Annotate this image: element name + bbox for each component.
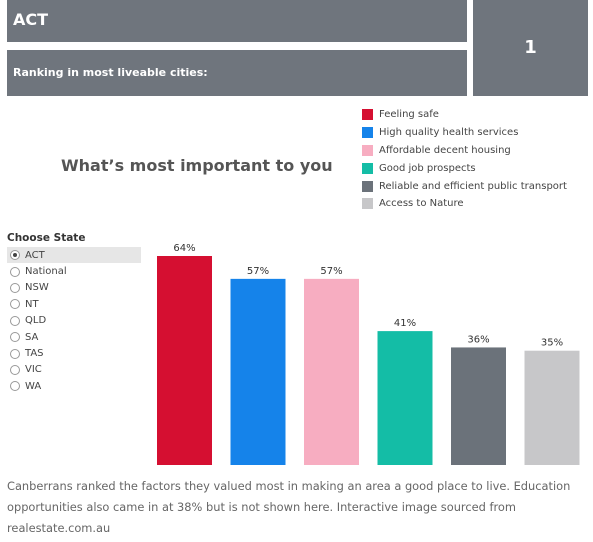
state-option-label: National (25, 266, 67, 278)
legend-swatch (362, 127, 373, 139)
bar-chart: 64% 57% 57% 41% 36% 35% (157, 243, 580, 465)
radio-button-icon[interactable] (10, 282, 20, 293)
legend-label: Feeling safe (379, 109, 439, 121)
legend-item: Feeling safe (362, 106, 567, 124)
state-option-label: NT (25, 298, 39, 310)
legend-swatch (362, 144, 373, 156)
legend-label: Reliable and efficient public transport (379, 180, 567, 192)
bar-value-label: 64% (173, 243, 195, 254)
legend-swatch (362, 162, 373, 174)
state-filter: Choose State ACT National NSW NT QLD SA TAS VIC… (7, 232, 141, 395)
bar-value-label: 35% (541, 338, 563, 349)
chart-legend: Feeling safe High quality health services… (362, 106, 567, 213)
state-panel: ACT (7, 0, 467, 42)
chart-title: What’s most important to you (61, 156, 333, 175)
ranking-value-panel: 1 (473, 0, 588, 96)
ranking-label: Ranking in most liveable cities: (13, 66, 208, 79)
state-option-vic[interactable]: VIC (7, 362, 141, 378)
state-option-qld[interactable]: QLD (7, 313, 141, 329)
state-filter-title: Choose State (7, 232, 86, 244)
state-option-act[interactable]: ACT (7, 247, 141, 264)
ranking-label-panel: Ranking in most liveable cities: (7, 50, 467, 96)
legend-item: Affordable decent housing (362, 142, 567, 160)
state-options: ACT National NSW NT QLD SA TAS VIC WA (7, 247, 141, 395)
state-option-label: QLD (25, 315, 47, 327)
radio-button-icon[interactable] (10, 332, 20, 343)
radio-button-icon[interactable] (10, 250, 20, 261)
radio-button-icon[interactable] (10, 315, 20, 326)
bar (451, 347, 506, 465)
legend-label: High quality health services (379, 127, 519, 139)
radio-button-icon[interactable] (10, 364, 20, 375)
state-option-tas[interactable]: TAS (7, 345, 141, 361)
bar (304, 278, 359, 465)
bar (377, 331, 433, 465)
state-option-label: ACT (25, 249, 45, 261)
bar-value-label: 41% (394, 318, 416, 329)
radio-button-icon[interactable] (10, 348, 20, 359)
state-option-label: SA (25, 331, 39, 343)
caption: Canberrans ranked the factors they value… (7, 479, 571, 535)
state-option-nsw[interactable]: NSW (7, 280, 141, 296)
legend-item: Good job prospects (362, 159, 567, 177)
bar-value-label: 36% (467, 334, 489, 345)
state-option-nt[interactable]: NT (7, 296, 141, 312)
radio-button-icon[interactable] (10, 299, 20, 310)
legend-swatch (362, 109, 373, 121)
state-option-label: WA (25, 380, 42, 392)
bar (524, 350, 580, 465)
state-option-national[interactable]: National (7, 263, 141, 279)
ranking-value: 1 (524, 37, 537, 58)
legend-item: Access to Nature (362, 195, 567, 213)
legend-label: Good job prospects (379, 162, 476, 174)
state-option-label: TAS (25, 348, 44, 360)
legend-swatch (362, 180, 373, 192)
legend-swatch (362, 198, 373, 210)
state-option-label: VIC (25, 364, 42, 376)
legend-label: Affordable decent housing (379, 144, 511, 156)
bar-value-label: 57% (247, 266, 269, 277)
bar (157, 256, 212, 465)
radio-button-icon[interactable] (10, 266, 20, 277)
bar (230, 278, 286, 465)
state-option-sa[interactable]: SA (7, 329, 141, 345)
legend-item: High quality health services (362, 124, 567, 142)
state-option-wa[interactable]: WA (7, 378, 141, 394)
state-option-label: NSW (25, 282, 49, 294)
legend-label: Access to Nature (379, 198, 464, 210)
legend-item: Reliable and efficient public transport (362, 177, 567, 195)
radio-button-icon[interactable] (10, 381, 20, 392)
bar-value-label: 57% (320, 266, 342, 277)
state-name: ACT (13, 10, 49, 29)
